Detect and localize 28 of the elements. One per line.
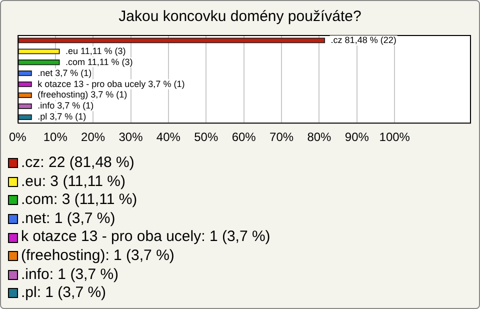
x-tick-label: 0% bbox=[9, 130, 27, 144]
text: .eu: 3 (11,11 %) bbox=[21, 172, 126, 192]
data-label: .pl 3,7 % (1) bbox=[38, 112, 86, 122]
data-label: .eu 11,11 % (3) bbox=[66, 46, 126, 56]
x-tick-label: 90% bbox=[344, 130, 370, 144]
text: .cz: 22 (81,48 %) bbox=[21, 154, 134, 173]
x-tick-label: 70% bbox=[270, 130, 294, 144]
data-label: .com 11,11 % (3) bbox=[66, 56, 133, 67]
text: .pl: 1 (3,7 %) bbox=[21, 284, 106, 303]
data-label: k otazce 13 - pro oba ucely 3,7 % (1) bbox=[38, 78, 185, 89]
data-label: .cz 81,48 % (22) bbox=[330, 34, 396, 45]
data-label: .net 3,7 % (1) bbox=[38, 68, 92, 78]
x-tick-label: 10% bbox=[43, 130, 68, 144]
text: k otazce 13 - pro oba ucely: 1 (3,7 %) bbox=[21, 228, 270, 247]
x-tick-label: 30% bbox=[118, 130, 144, 144]
x-tick-label: 100% bbox=[379, 130, 410, 144]
x-tick-label: 60% bbox=[232, 130, 256, 144]
text: .com: 3 (11,11 %) bbox=[21, 191, 138, 210]
x-tick-label: 80% bbox=[307, 130, 332, 144]
chart-title: Jakou koncovku domény používáte? bbox=[118, 8, 362, 26]
text: .info: 1 (3,7 %) bbox=[21, 266, 119, 284]
data-label: .info 3,7 % (1) bbox=[38, 100, 94, 111]
text: (freehosting): 1 (3,7 %) bbox=[21, 246, 174, 266]
text: .net: 1 (3,7 %) bbox=[21, 210, 116, 228]
x-tick-label: 40% bbox=[156, 130, 181, 144]
data-label: (freehosting) 3,7 % (1) bbox=[38, 90, 128, 100]
x-tick-label: 50% bbox=[194, 130, 218, 144]
x-tick-label: 20% bbox=[81, 130, 106, 144]
